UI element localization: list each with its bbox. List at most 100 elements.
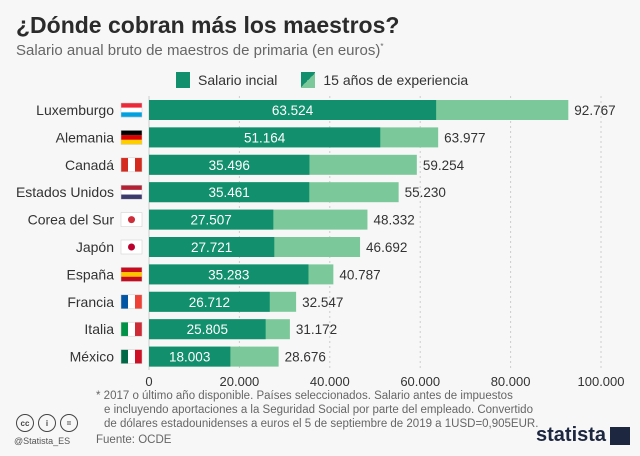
flag-icon — [120, 184, 143, 200]
brand-text: statista — [536, 424, 607, 446]
chart-title: ¿Dónde cobran más los maestros? — [16, 12, 400, 38]
data-label-initial: 26.712 — [189, 295, 230, 310]
legend: Salario incial 15 años de experiencia — [176, 72, 468, 88]
data-label-experienced: 48.332 — [373, 213, 414, 228]
nd-icon: = — [60, 414, 78, 432]
subtitle-text: Salario anual bruto de maestros de prima… — [16, 42, 381, 59]
category-label: Luxemburgo — [36, 102, 114, 118]
flag-icon-stripe — [135, 349, 142, 364]
data-label-experienced: 28.676 — [285, 350, 326, 365]
bar-initial — [149, 346, 231, 367]
flag-icon-stripe — [135, 322, 142, 337]
flag-icon-stripe — [121, 135, 142, 140]
data-label-experienced: 31.172 — [296, 322, 337, 337]
flag-icon — [120, 130, 143, 145]
category-label: Japón — [76, 239, 114, 255]
flag-icon-stripe — [121, 185, 142, 191]
bar-initial — [149, 319, 266, 340]
category-label: Estados Unidos — [16, 184, 114, 200]
data-label-initial: 25.805 — [187, 322, 228, 337]
bar-initial — [149, 182, 310, 203]
footnote-line: de dólares estadounidenses a euros el 5 … — [104, 418, 539, 430]
data-label-initial: 51.164 — [244, 130, 286, 145]
legend-label-experienced: 15 años de experiencia — [323, 72, 469, 88]
cc-icon: cc — [16, 414, 34, 432]
data-label-experienced: 46.692 — [366, 240, 407, 255]
footnote-line: * 2017 o último año disponible. Países s… — [96, 390, 513, 402]
flag-icon-stripe — [121, 107, 142, 113]
creative-commons-icons: cc i = — [16, 414, 78, 432]
flag-icon — [120, 102, 143, 118]
data-label-initial: 27.721 — [191, 240, 232, 255]
data-label-initial: 63.524 — [272, 103, 314, 118]
flag-icon-stripe — [121, 267, 142, 273]
chart-subtitle: Salario anual bruto de maestros de prima… — [16, 42, 383, 59]
bar-initial — [149, 127, 381, 148]
footnote-line: e incluyendo aportaciones a la Seguridad… — [104, 404, 533, 416]
flag-icon — [120, 267, 143, 282]
flag-icon-stripe — [121, 294, 128, 309]
flag-icon-stripe — [121, 212, 142, 218]
flag-icon-stripe — [121, 139, 142, 145]
data-label-initial: 35.461 — [208, 185, 249, 200]
twitter-handle: @Statista_ES — [14, 436, 71, 446]
flag-icon-stripe — [128, 157, 135, 172]
category-label: Francia — [67, 294, 114, 310]
category-label: Canadá — [65, 157, 114, 173]
data-label-initial: 35.283 — [208, 267, 249, 282]
source: Fuente: OCDE — [96, 434, 172, 446]
bar-initial — [149, 100, 437, 120]
data-label-experienced: 59.254 — [423, 158, 465, 173]
flag-icon-stripe — [121, 221, 142, 227]
flag-icon-stripe — [121, 112, 142, 118]
legend-label-initial: Salario incial — [198, 72, 278, 88]
flag-icon — [120, 157, 143, 173]
bar-initial — [149, 154, 310, 175]
flag-icon-stripe — [121, 189, 142, 195]
statista-logo: statista — [536, 424, 631, 447]
tick-label: 100.000 — [578, 374, 625, 389]
flag-icon-stripe — [121, 240, 128, 254]
data-label-initial: 27.507 — [191, 213, 232, 228]
data-label-experienced: 63.977 — [444, 130, 485, 145]
flag-icon-stripe — [135, 294, 142, 309]
subtitle-mark: * — [380, 42, 384, 51]
flag-icon-stripe — [121, 276, 142, 282]
flag-icon — [120, 239, 143, 255]
category-label: España — [67, 266, 115, 282]
statista-logo-icon — [610, 426, 631, 445]
legend-swatch-initial — [176, 72, 190, 88]
flag-icon — [120, 321, 143, 337]
bar-initial — [149, 209, 274, 230]
category-label: Italia — [84, 321, 114, 337]
flag-icon-stripe — [128, 294, 135, 309]
tick-label: 40.000 — [310, 374, 350, 389]
tick-label: 60.000 — [400, 374, 440, 389]
flag-icon-stripe — [128, 349, 135, 364]
flag-icon-stripe — [135, 240, 142, 254]
legend-swatch-experienced — [301, 72, 316, 88]
tick-label: 80.000 — [491, 374, 531, 389]
data-label-experienced: 92.767 — [574, 103, 615, 118]
flag-icon-stripe — [121, 157, 128, 172]
flag-icon-stripe — [121, 130, 142, 136]
data-label-experienced: 55.230 — [405, 185, 446, 200]
category-label: México — [70, 349, 115, 365]
bar-initial — [149, 264, 309, 285]
footnote: * 2017 o último año disponible. Países s… — [96, 389, 538, 431]
category-label: Corea del Sur — [28, 212, 115, 228]
flag-icon — [120, 212, 143, 227]
category-label: Alemania — [56, 129, 115, 145]
flag-icon-stripe — [135, 157, 142, 172]
flag-icon-stripe — [121, 322, 128, 337]
by-icon: i — [38, 414, 56, 432]
flag-icon-emblem — [128, 216, 135, 224]
flag-icon-stripe — [121, 272, 142, 277]
flag-icon-stripe — [121, 103, 142, 108]
flag-icon-emblem — [128, 243, 135, 251]
flag-icon-stripe — [121, 194, 142, 200]
data-label-experienced: 40.787 — [339, 267, 380, 282]
bar-chart: 0 20.000 40.000 60.000 80.000 100.000 Luxembur… — [16, 96, 625, 389]
flag-icon — [120, 294, 143, 310]
bar-initial — [149, 237, 275, 257]
